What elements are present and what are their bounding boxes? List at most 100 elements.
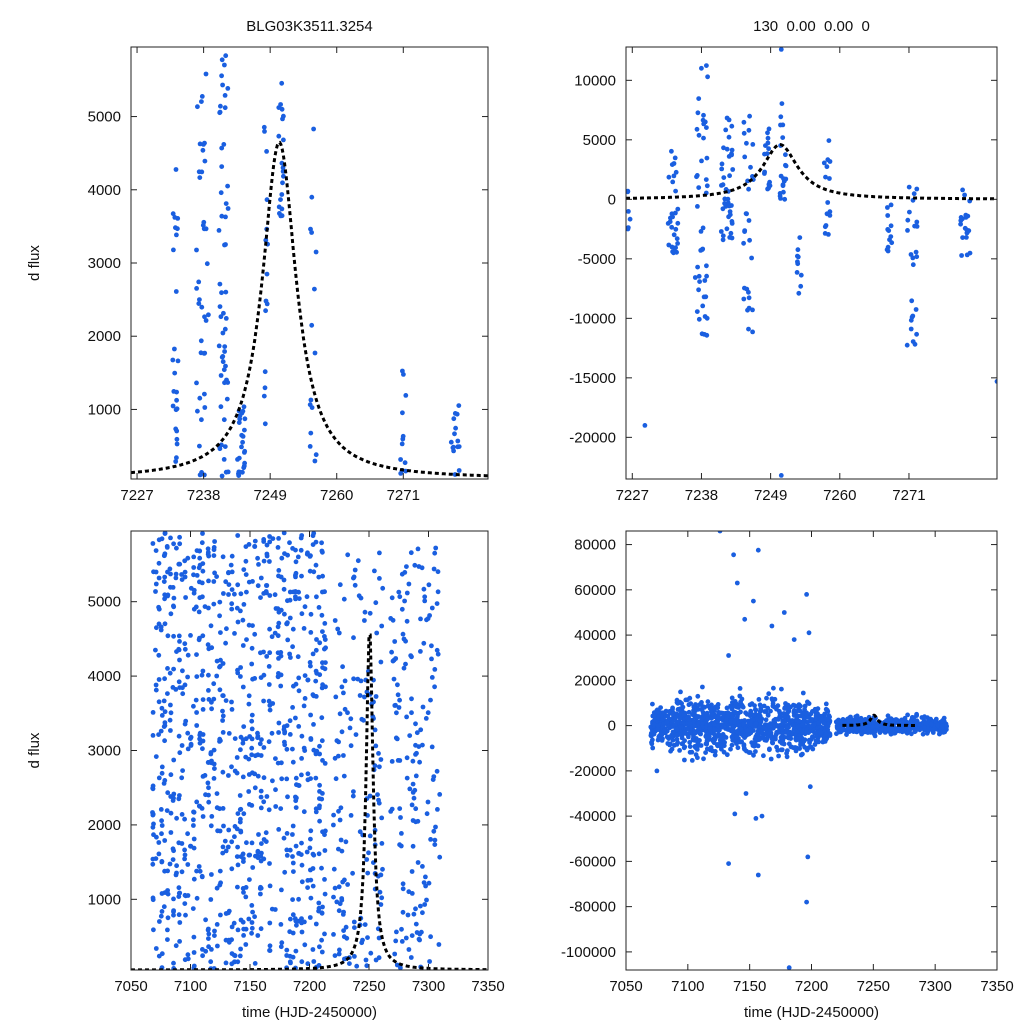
data-point	[165, 666, 170, 671]
data-point	[180, 691, 186, 697]
data-point	[746, 750, 752, 755]
data-point	[721, 145, 726, 151]
data-point	[252, 544, 258, 549]
data-point	[313, 921, 319, 927]
data-point	[279, 555, 285, 561]
x-tick-label: 7238	[685, 487, 718, 504]
data-points	[170, 53, 462, 479]
data-point	[694, 309, 700, 314]
data-point	[311, 569, 317, 575]
data-point	[154, 834, 159, 840]
data-point	[220, 844, 226, 850]
data-point	[669, 224, 675, 230]
data-point	[311, 126, 316, 132]
data-point	[389, 806, 395, 812]
data-point	[823, 701, 829, 707]
data-point	[795, 259, 800, 265]
data-point	[261, 775, 267, 781]
data-point	[679, 701, 684, 706]
data-point	[177, 657, 182, 663]
data-point	[172, 215, 178, 220]
data-point	[835, 718, 840, 724]
data-point	[235, 582, 241, 588]
data-point	[805, 854, 811, 860]
data-point	[304, 594, 310, 600]
data-point	[428, 697, 433, 703]
x-tick-label: 7249	[253, 487, 286, 504]
data-point	[168, 710, 174, 716]
data-point	[377, 889, 383, 895]
data-point	[170, 357, 176, 363]
data-point	[704, 63, 709, 68]
data-point	[424, 897, 429, 903]
data-point	[436, 942, 442, 947]
data-point	[402, 570, 408, 575]
data-point	[167, 717, 173, 723]
data-point	[331, 812, 336, 818]
data-point	[217, 599, 223, 605]
data-point	[768, 727, 773, 733]
data-point	[174, 870, 179, 876]
data-point	[665, 221, 671, 226]
data-point	[200, 561, 206, 566]
data-point	[799, 722, 805, 728]
data-point	[703, 750, 708, 755]
x-tick-label: 7150	[733, 978, 766, 995]
data-point	[219, 473, 225, 479]
data-point	[211, 579, 217, 584]
data-point	[223, 848, 229, 854]
data-point	[906, 184, 912, 190]
y-tick-label: -5000	[578, 251, 616, 268]
data-point	[209, 706, 215, 712]
data-point	[962, 192, 967, 198]
data-point	[666, 174, 672, 180]
data-point	[701, 112, 706, 118]
data-point	[214, 574, 220, 579]
data-point	[264, 590, 269, 596]
data-point	[909, 731, 914, 737]
data-point	[196, 609, 202, 615]
data-point	[765, 135, 771, 141]
data-point	[222, 444, 228, 449]
data-point	[689, 758, 695, 763]
data-point	[249, 920, 255, 925]
data-point	[802, 744, 808, 750]
data-point	[214, 885, 220, 891]
data-point	[404, 618, 410, 624]
data-point	[313, 647, 319, 653]
data-point	[365, 935, 370, 940]
data-point	[798, 283, 804, 289]
data-point	[162, 723, 168, 728]
data-point	[219, 290, 224, 296]
data-point	[237, 413, 243, 418]
data-point	[696, 316, 702, 322]
data-point	[234, 854, 240, 859]
data-point	[406, 581, 412, 587]
data-point	[284, 746, 290, 752]
data-point	[226, 582, 232, 587]
data-point	[235, 927, 241, 933]
data-point	[194, 723, 200, 728]
data-point	[670, 737, 676, 743]
data-point	[206, 926, 211, 932]
data-point	[218, 657, 223, 663]
data-point	[249, 712, 255, 718]
data-point	[290, 897, 295, 902]
data-point	[222, 380, 227, 386]
data-point	[264, 197, 270, 203]
data-point	[648, 730, 654, 736]
data-point	[296, 850, 302, 856]
data-point	[267, 626, 272, 632]
data-point	[223, 640, 229, 646]
data-point	[240, 439, 246, 445]
data-point	[255, 848, 261, 854]
data-point	[161, 781, 167, 786]
data-point	[423, 716, 429, 721]
data-point	[920, 731, 926, 737]
data-point	[729, 221, 735, 226]
data-point	[185, 831, 191, 837]
data-point	[258, 926, 264, 932]
data-point	[291, 589, 296, 595]
data-point	[284, 831, 290, 836]
data-point	[287, 732, 293, 737]
